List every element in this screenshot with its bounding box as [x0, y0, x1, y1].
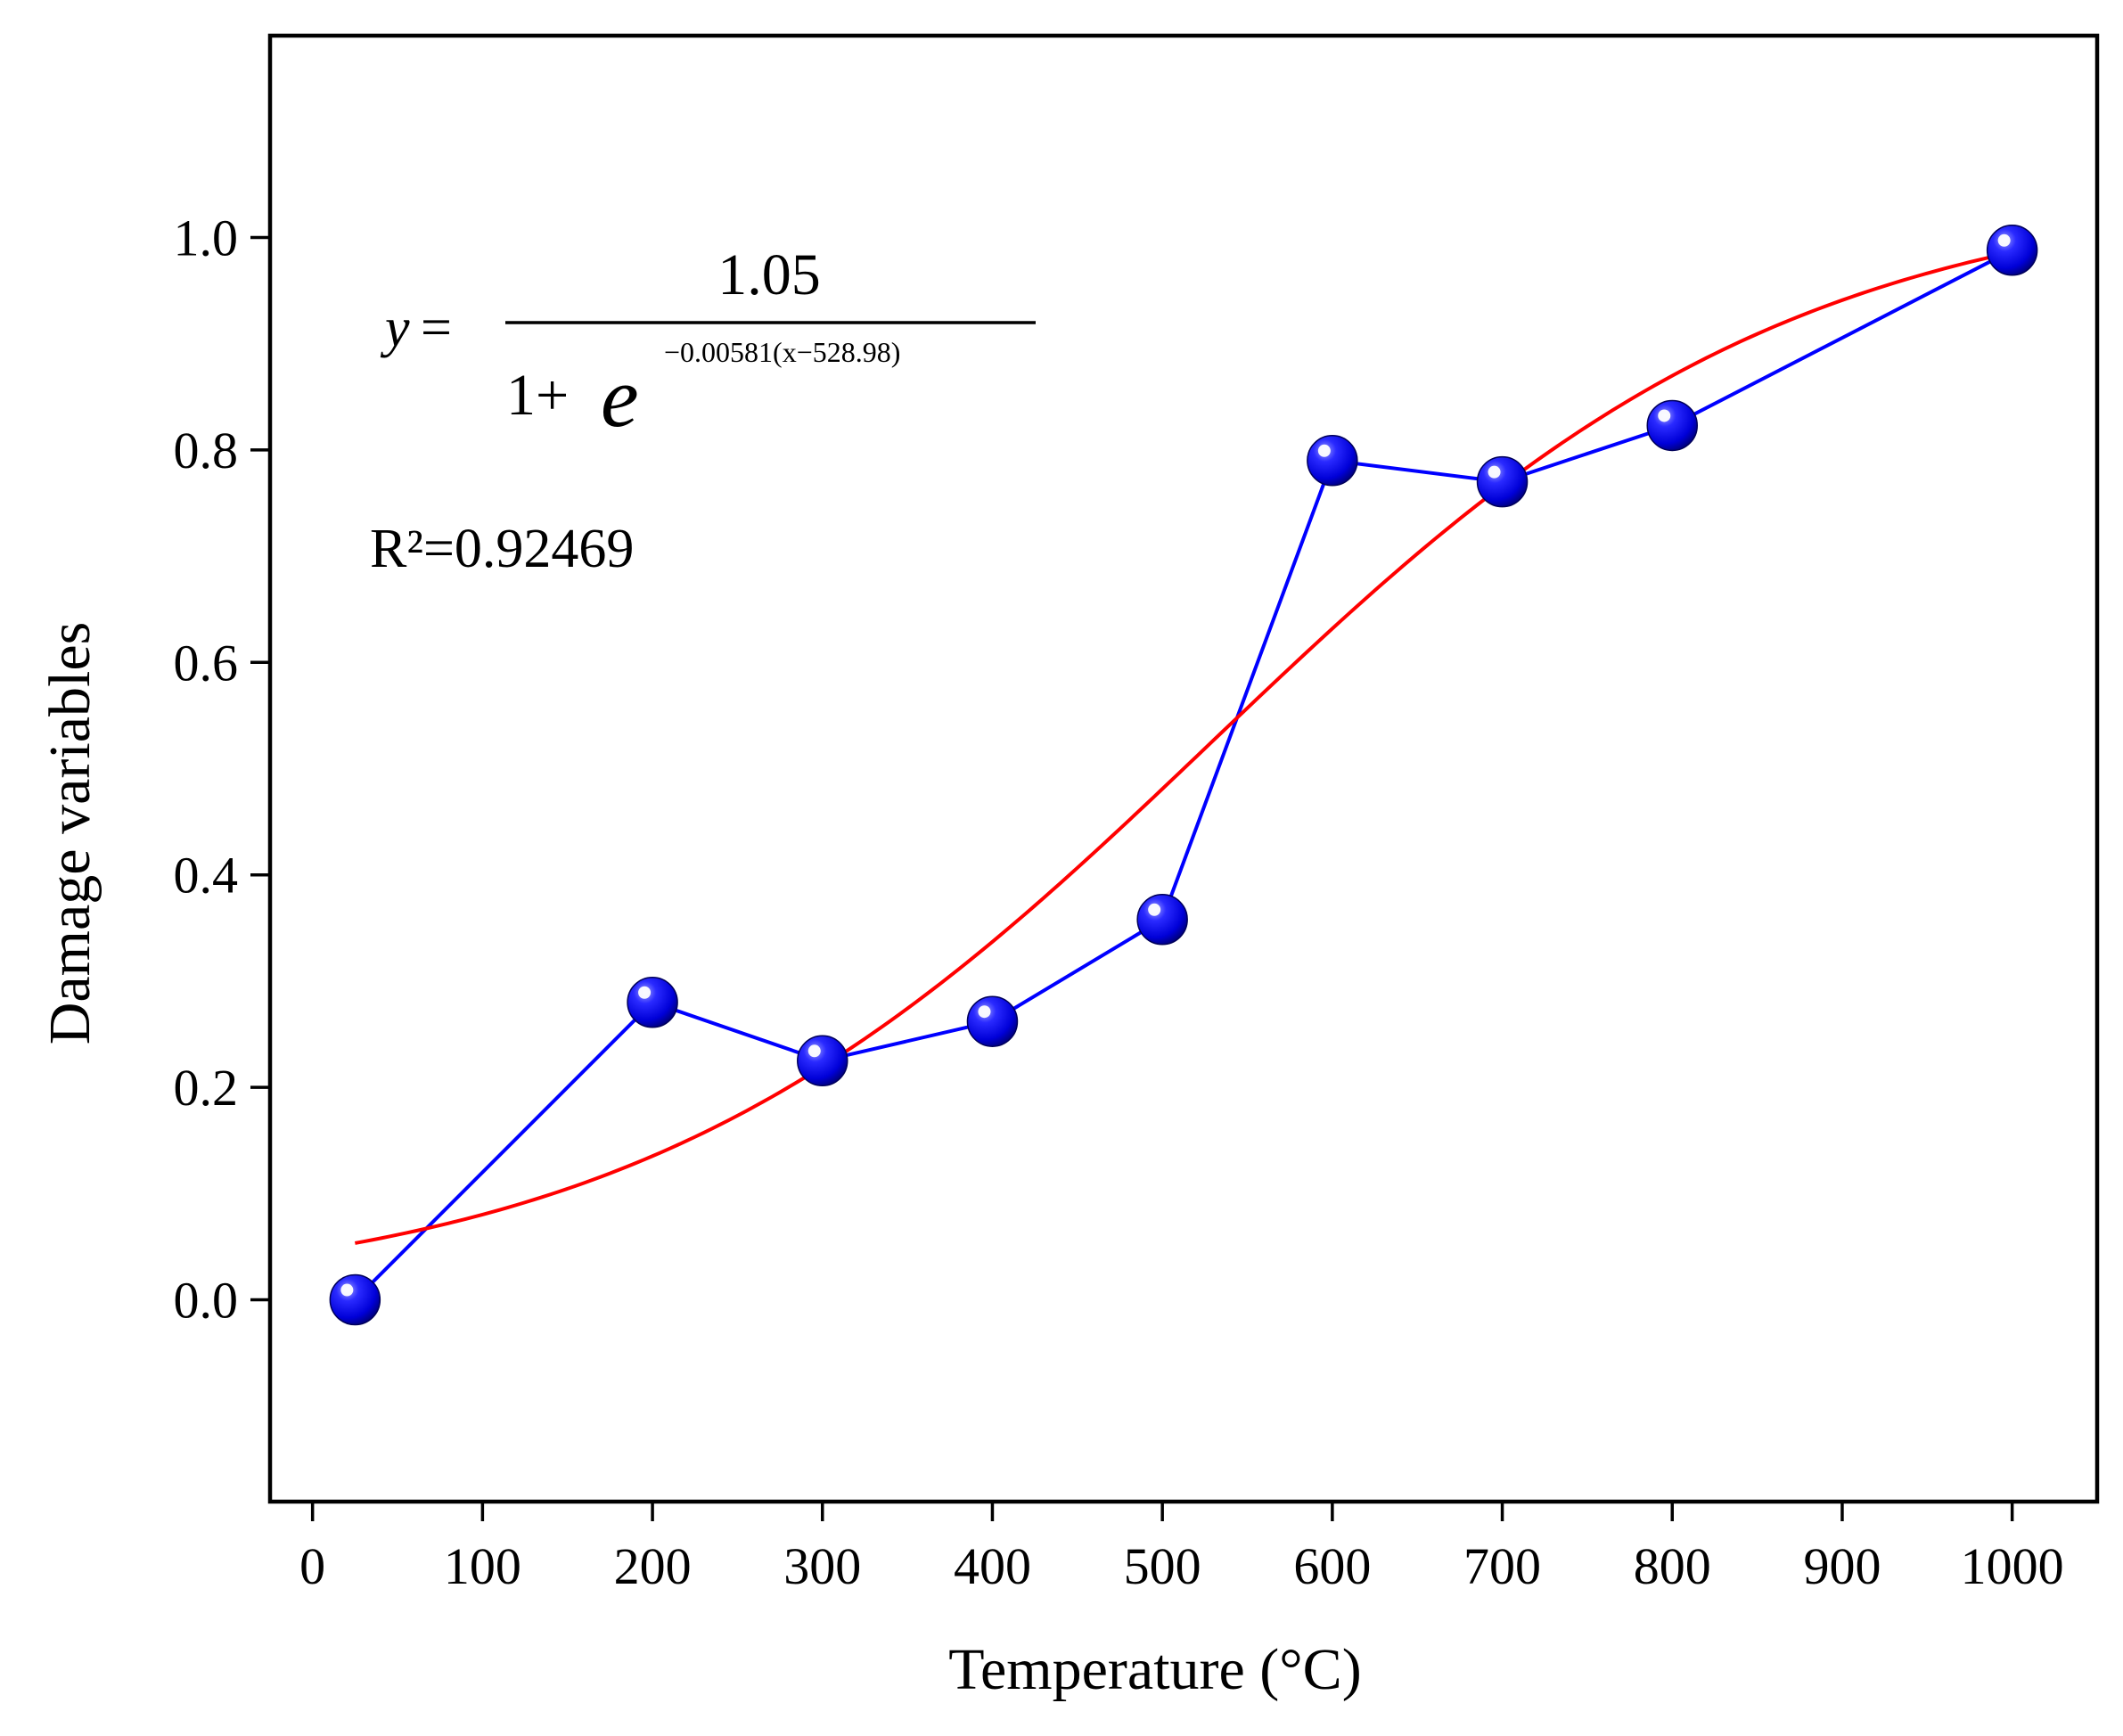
x-tick-label: 0 — [299, 1537, 325, 1595]
x-axis-title: Temperature (°C) — [948, 1637, 1361, 1702]
data-point — [797, 1035, 848, 1087]
data-point — [966, 995, 1019, 1047]
equation-exponent: −0.00581(x−528.98) — [664, 336, 900, 368]
data-point — [1476, 455, 1529, 508]
y-tick-label: 0.4 — [174, 847, 239, 905]
y-tick-label: 0.6 — [174, 634, 239, 692]
x-tick-label: 1000 — [1961, 1537, 2064, 1595]
data-point — [1307, 435, 1358, 487]
data-point — [329, 1273, 381, 1326]
x-axis-ticks: 0 100 200 300 400 500 600 700 800 900 1000 — [299, 1502, 2064, 1595]
equation-base-e: e — [601, 349, 639, 445]
equation-lhs: y — [380, 298, 410, 358]
equation-equals: = — [421, 298, 452, 358]
x-tick-label: 700 — [1463, 1537, 1541, 1595]
y-axis-title: Damage variables — [37, 622, 102, 1045]
data-point — [1986, 225, 2038, 276]
x-tick-label: 400 — [954, 1537, 1031, 1595]
x-tick-label: 900 — [1803, 1537, 1881, 1595]
equation-numerator: 1.05 — [717, 242, 821, 307]
y-tick-label: 1.0 — [174, 209, 239, 266]
x-tick-label: 800 — [1634, 1537, 1711, 1595]
data-point — [1136, 894, 1188, 946]
x-tick-label: 300 — [783, 1537, 861, 1595]
y-tick-label: 0.0 — [174, 1272, 239, 1330]
data-point — [1646, 399, 1699, 452]
equation-denominator-prefix: 1+ — [506, 363, 569, 428]
x-tick-label: 500 — [1124, 1537, 1201, 1595]
y-tick-label: 0.8 — [174, 422, 239, 479]
x-tick-label: 600 — [1293, 1537, 1371, 1595]
r-squared-annotation: R²=0.92469 — [370, 519, 634, 579]
equation-annotation: y = 1.05 1+ e −0.00581(x−528.98) — [380, 242, 1036, 445]
x-tick-label: 100 — [444, 1537, 521, 1595]
y-tick-label: 0.2 — [174, 1059, 239, 1117]
series-layer — [329, 225, 2038, 1326]
x-tick-label: 200 — [614, 1537, 692, 1595]
fit-curve — [354, 250, 2013, 1245]
y-axis-ticks: 0.0 0.2 0.4 0.6 0.8 1.0 — [174, 209, 270, 1330]
plot-frame — [267, 33, 2100, 1504]
data-point — [627, 976, 678, 1028]
